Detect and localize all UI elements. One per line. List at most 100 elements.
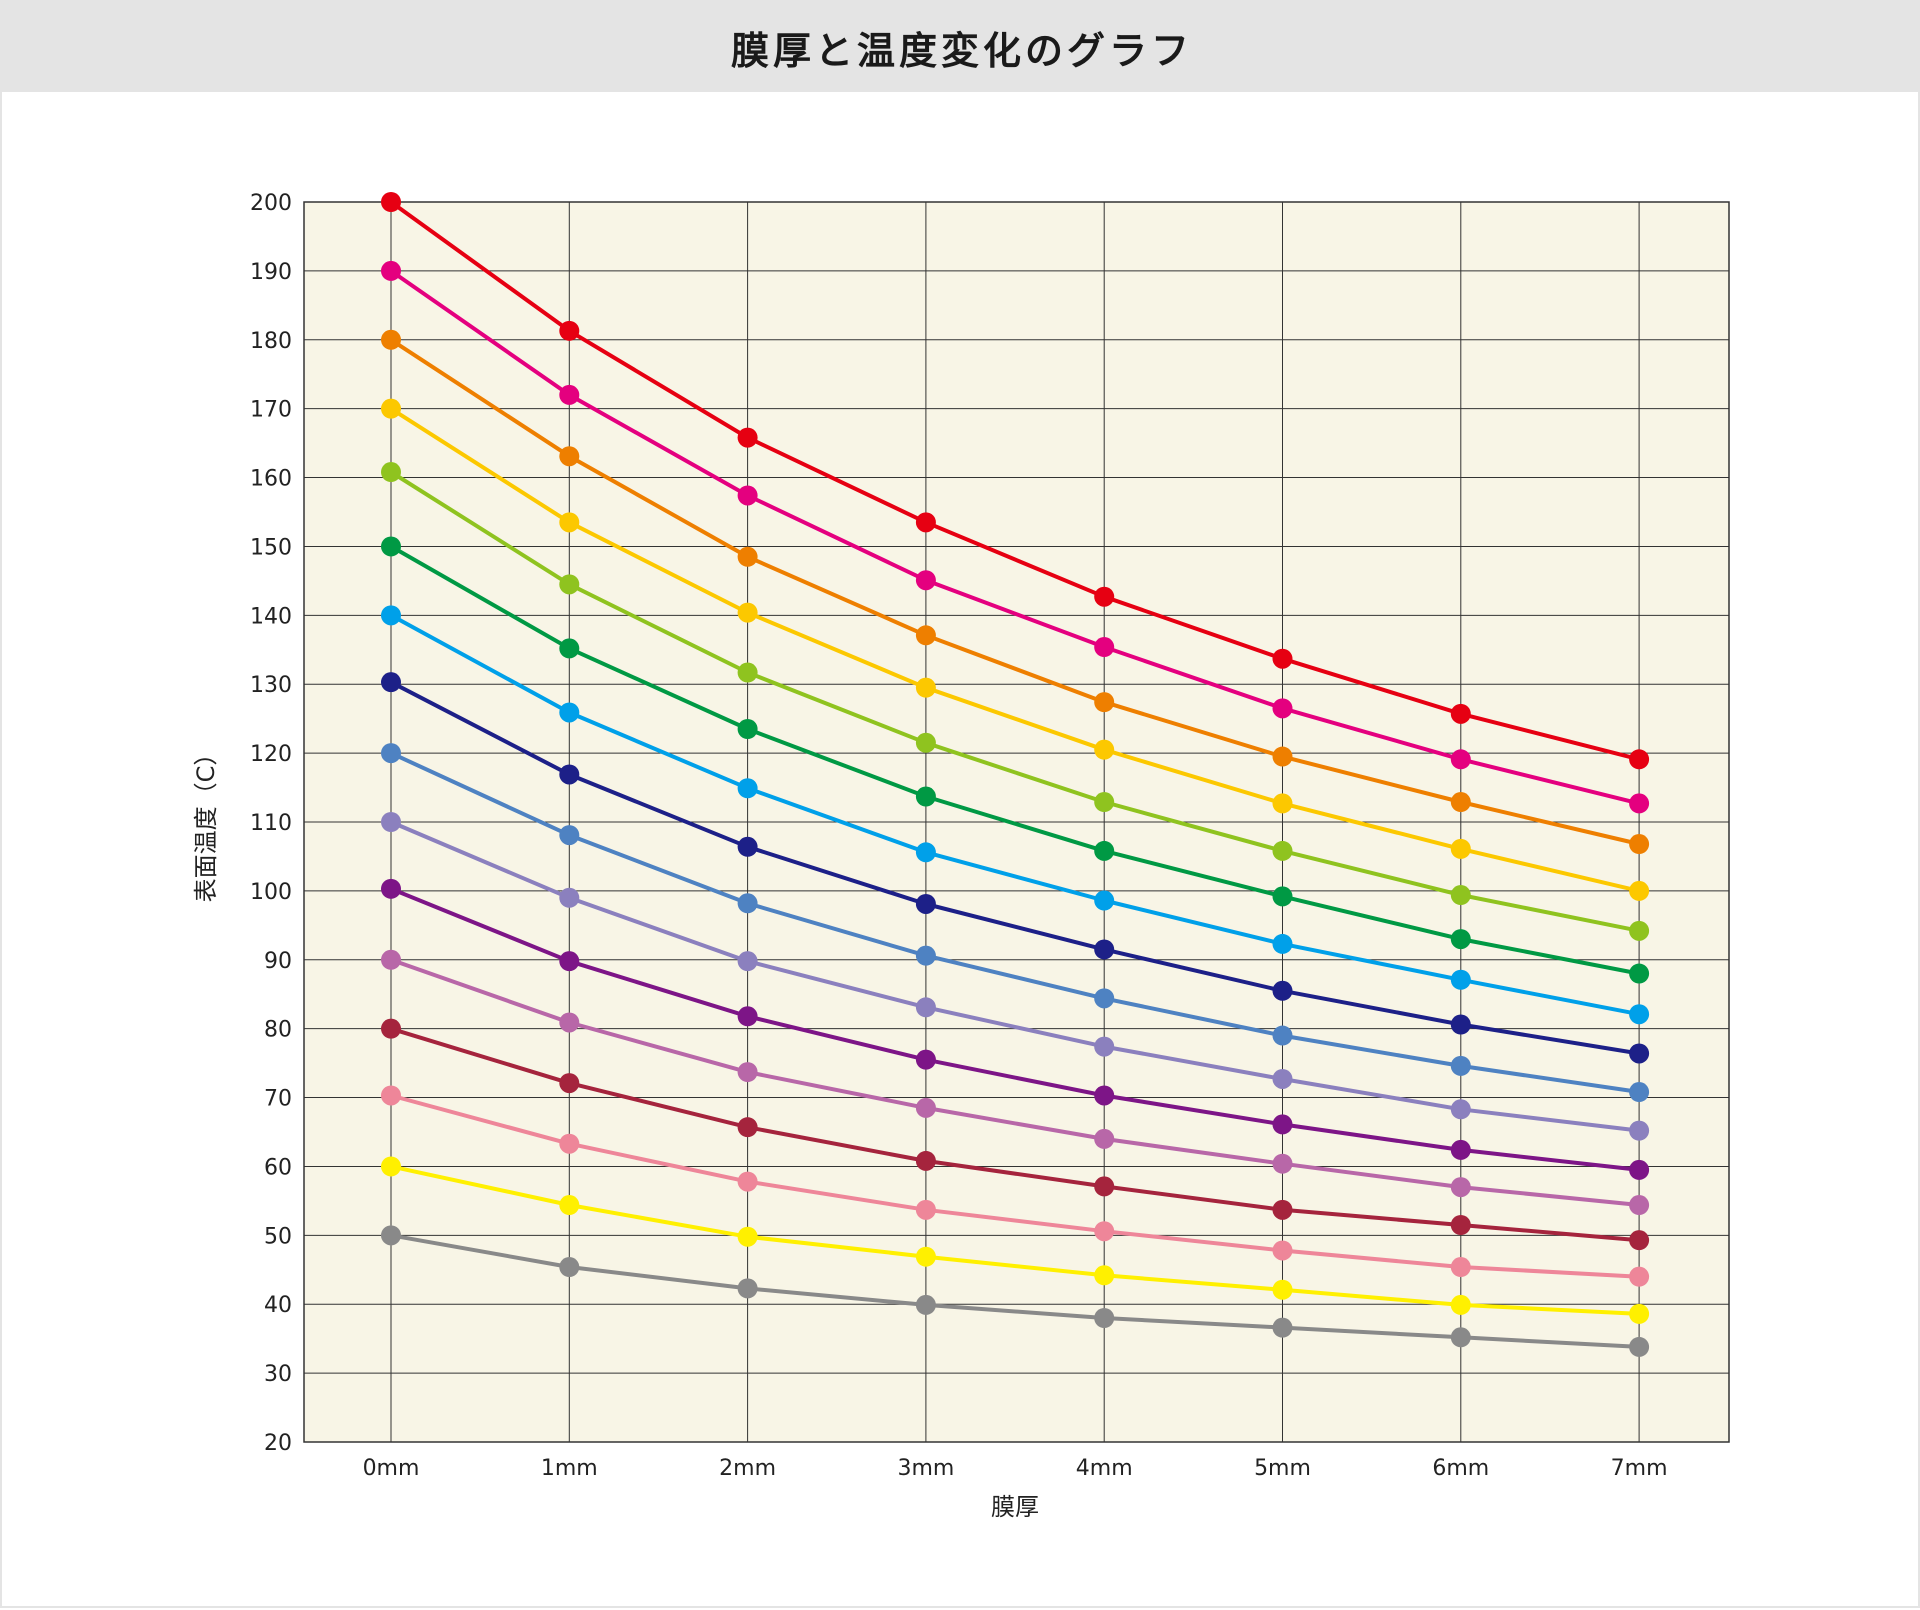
data-point xyxy=(559,384,580,405)
data-point xyxy=(1629,749,1650,770)
data-point xyxy=(1450,1215,1471,1235)
data-point xyxy=(381,260,401,281)
y-tick-label: 100 xyxy=(250,880,292,905)
y-tick-label: 40 xyxy=(264,1293,292,1318)
x-tick-label: 1mm xyxy=(541,1456,598,1481)
data-point xyxy=(559,1012,580,1033)
y-tick-label: 70 xyxy=(264,1087,292,1112)
y-tick-label: 20 xyxy=(264,1431,292,1456)
series-line-1 xyxy=(389,200,1642,762)
data-point xyxy=(737,719,758,739)
series-line-15 xyxy=(389,1164,1642,1316)
data-point xyxy=(1629,1043,1650,1064)
data-point xyxy=(559,574,580,595)
data-point xyxy=(559,638,580,659)
data-point xyxy=(1272,1317,1293,1338)
data-point xyxy=(737,1117,758,1138)
data-point xyxy=(915,1199,936,1220)
data-point xyxy=(1272,1279,1293,1300)
data-point xyxy=(1094,840,1115,861)
data-point xyxy=(1450,1177,1471,1198)
data-point xyxy=(1094,1036,1115,1057)
data-point xyxy=(1629,1195,1650,1216)
data-point xyxy=(1272,1025,1293,1046)
data-point xyxy=(915,997,936,1018)
data-point xyxy=(1272,793,1293,814)
x-tick-label: 6mm xyxy=(1432,1456,1489,1481)
y-tick-label: 160 xyxy=(250,467,292,492)
y-tick-label: 180 xyxy=(250,329,292,354)
data-point xyxy=(1450,1327,1471,1348)
data-point xyxy=(737,1278,758,1299)
data-point xyxy=(1450,969,1471,990)
data-point xyxy=(1450,703,1471,724)
x-tick-label: 2mm xyxy=(719,1456,776,1481)
data-point xyxy=(1450,885,1471,906)
data-point xyxy=(559,320,580,341)
y-tick-label: 110 xyxy=(250,811,292,836)
data-point xyxy=(1450,792,1471,813)
series-line-2 xyxy=(389,268,1642,806)
data-point xyxy=(381,192,401,212)
y-tick-label: 170 xyxy=(250,398,292,423)
x-axis-title: 膜厚 xyxy=(991,1493,1039,1521)
data-point xyxy=(1450,1055,1471,1076)
y-tick-label: 30 xyxy=(264,1362,292,1387)
data-point xyxy=(1094,792,1115,813)
data-point xyxy=(559,764,580,785)
data-point xyxy=(1094,988,1115,1009)
data-point xyxy=(737,893,758,914)
y-tick-label: 150 xyxy=(250,535,292,560)
series-line-4 xyxy=(389,406,1642,893)
data-point xyxy=(1450,929,1471,950)
data-point xyxy=(381,743,401,764)
data-point xyxy=(1629,1266,1650,1287)
data-point xyxy=(1094,1308,1115,1328)
data-point xyxy=(381,812,401,832)
data-point xyxy=(1450,1139,1471,1160)
data-point xyxy=(1450,1257,1471,1278)
data-point xyxy=(1629,1159,1650,1180)
data-point xyxy=(915,677,936,698)
data-point xyxy=(381,1085,401,1106)
y-tick-label: 190 xyxy=(250,260,292,285)
data-point xyxy=(1272,1114,1293,1135)
data-point xyxy=(1272,1153,1293,1174)
data-point xyxy=(737,778,758,799)
series-line-16 xyxy=(389,1233,1642,1349)
data-point xyxy=(381,878,401,899)
data-point xyxy=(915,786,936,807)
series-line-14 xyxy=(389,1093,1642,1279)
data-point xyxy=(1450,838,1471,859)
data-point xyxy=(1629,793,1650,814)
data-point xyxy=(737,662,758,683)
y-tick-label: 130 xyxy=(250,673,292,698)
data-point xyxy=(915,842,936,863)
data-point xyxy=(737,1226,758,1247)
data-point xyxy=(559,1257,580,1278)
data-point xyxy=(1094,637,1115,658)
data-point xyxy=(381,329,401,350)
data-point xyxy=(1272,980,1293,1001)
data-point xyxy=(1272,1240,1293,1261)
y-tick-label: 120 xyxy=(250,742,292,767)
data-point xyxy=(381,672,401,693)
x-tick-label: 5mm xyxy=(1254,1456,1311,1481)
y-axis-title: 表面温度（C） xyxy=(192,742,220,903)
data-point xyxy=(381,1225,401,1246)
data-point xyxy=(381,1156,401,1177)
data-point xyxy=(1272,1199,1293,1220)
data-point xyxy=(1450,749,1471,770)
data-point xyxy=(737,427,758,448)
data-point xyxy=(381,949,401,970)
data-point xyxy=(915,945,936,966)
y-tick-label: 80 xyxy=(264,1018,292,1043)
data-point xyxy=(737,1171,758,1192)
data-point xyxy=(737,1062,758,1083)
data-point xyxy=(1629,1230,1650,1251)
series-line-10 xyxy=(389,820,1642,1133)
data-point xyxy=(1094,1265,1115,1286)
data-point xyxy=(737,485,758,506)
data-point xyxy=(1629,963,1650,984)
data-point xyxy=(915,893,936,914)
